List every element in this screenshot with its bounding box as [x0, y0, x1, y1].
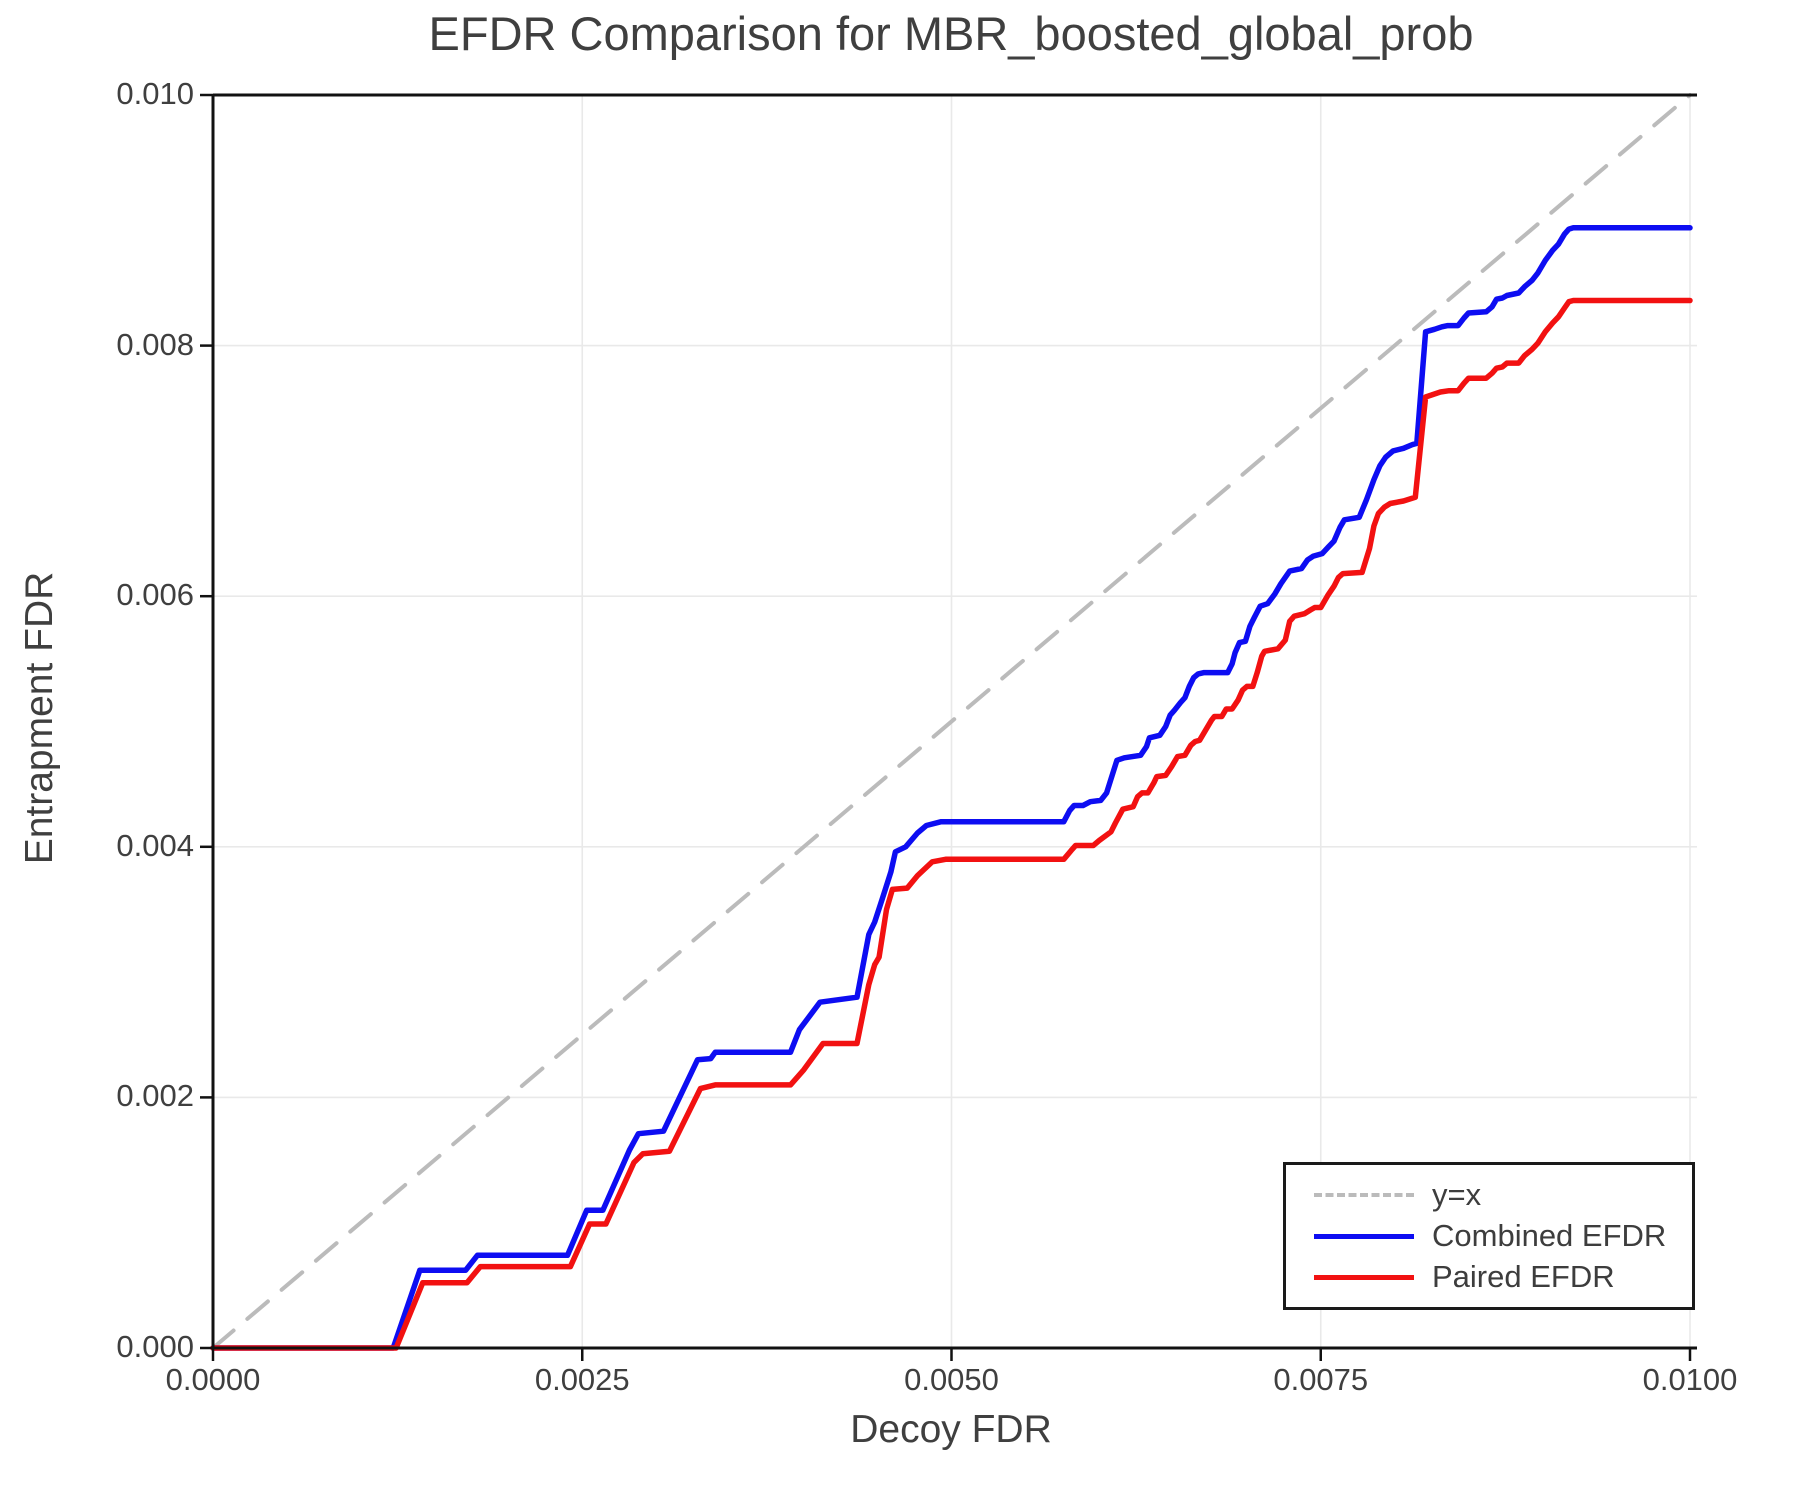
x-tick-label: 0.0025	[534, 1362, 630, 1397]
y-tick-label: 0.008	[116, 326, 194, 362]
legend-line-sample-combined	[1314, 1233, 1414, 1239]
x-tick-label: 0.0050	[904, 1362, 999, 1397]
y-tick-label: 0.002	[116, 1078, 194, 1114]
legend: y=x Combined EFDR Paired EFDR	[1283, 1162, 1695, 1310]
x-tick-label: 0.0000	[165, 1362, 261, 1397]
legend-item: y=x	[1314, 1177, 1692, 1212]
y-tick-label: 0.000	[116, 1329, 194, 1364]
series-line-paired	[210, 297, 1693, 1351]
series-line-identity	[211, 93, 1692, 1350]
series-line-combined	[210, 225, 1693, 1351]
legend-line-sample-paired	[1314, 1274, 1414, 1280]
y-tick-label: 0.010	[116, 76, 194, 111]
x-tick-label: 0.0075	[1273, 1362, 1369, 1397]
legend-line-sample-identity	[1314, 1193, 1414, 1197]
y-axis-label: Entrapment FDR	[18, 571, 61, 865]
x-tick-label: 0.0100	[1642, 1362, 1738, 1397]
legend-item: Paired EFDR	[1314, 1259, 1692, 1294]
y-tick-label: 0.004	[116, 827, 194, 863]
legend-item: Combined EFDR	[1314, 1218, 1692, 1253]
y-tick-label: 0.006	[116, 577, 194, 613]
legend-label: Combined EFDR	[1432, 1218, 1667, 1253]
x-axis-label: Decoy FDR	[850, 1408, 1052, 1451]
legend-label: Paired EFDR	[1432, 1259, 1615, 1294]
chart-title: EFDR Comparison for MBR_boosted_global_p…	[428, 7, 1474, 60]
legend-label: y=x	[1432, 1177, 1482, 1212]
